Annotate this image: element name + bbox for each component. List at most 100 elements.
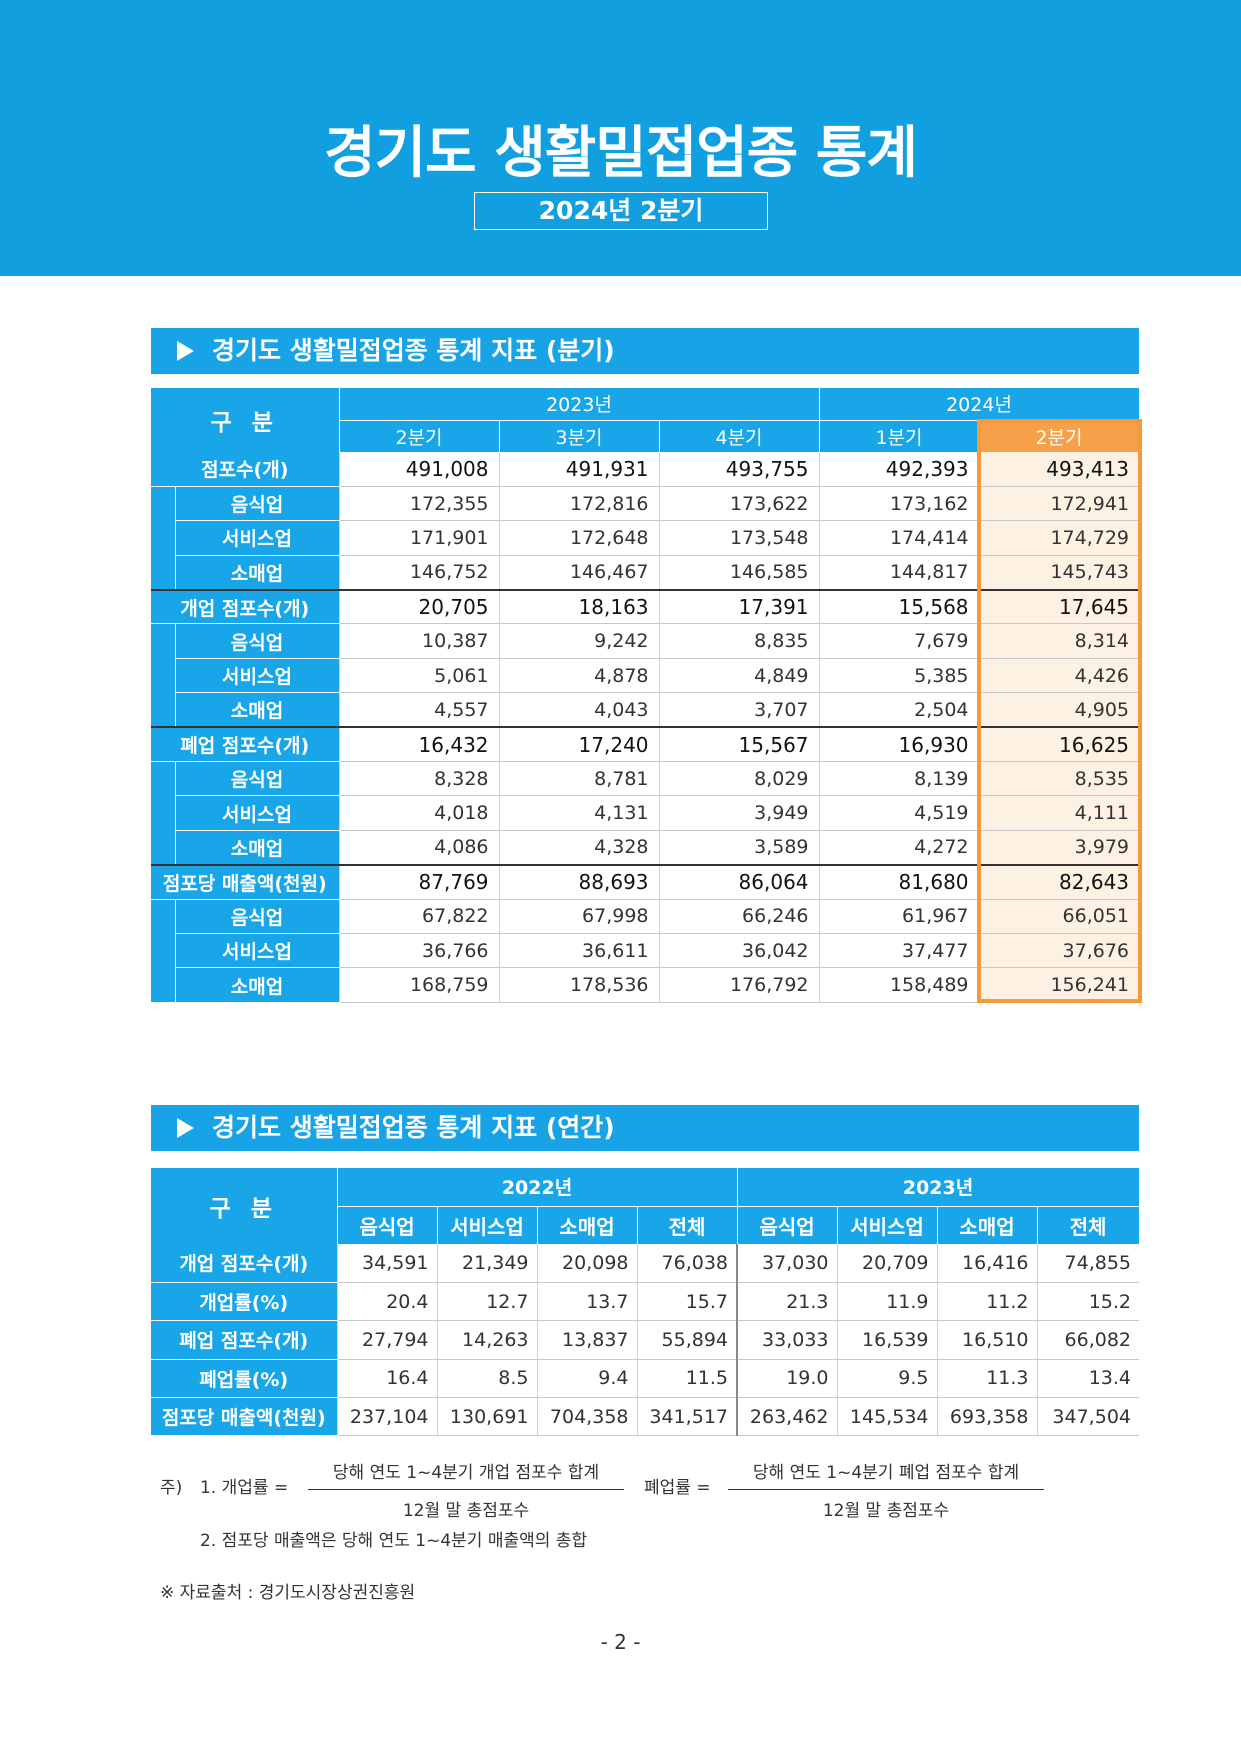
table-cell: 21.3 <box>736 1282 837 1322</box>
table-cell: 174,414 <box>818 520 980 556</box>
table-cell: 8,328 <box>338 761 500 797</box>
quarter-header: 3분기 <box>499 420 660 452</box>
table-cell: 347,504 <box>1036 1397 1139 1437</box>
triangle-icon <box>177 341 194 361</box>
quarter-header: 4분기 <box>659 420 820 452</box>
table-cell: 20,098 <box>536 1244 637 1283</box>
row-indent <box>151 933 176 968</box>
table-cell: 341,517 <box>636 1397 737 1437</box>
table-cell: 27,794 <box>336 1320 437 1360</box>
table-row: 점포수(개) 491,008 491,931 493,755 492,393 493,41… <box>151 452 1140 487</box>
table-cell: 16,510 <box>936 1320 1037 1360</box>
table-cell: 493,413 <box>978 452 1140 487</box>
table-cell: 17,391 <box>658 588 820 625</box>
quarter-header: 1분기 <box>819 420 980 452</box>
triangle-icon <box>177 1118 194 1138</box>
row-indent <box>151 623 176 659</box>
table-cell: 66,082 <box>1036 1320 1139 1360</box>
table-cell: 145,534 <box>836 1397 937 1437</box>
table-cell: 81,680 <box>818 863 980 900</box>
table-cell: 11.3 <box>936 1359 1037 1399</box>
table-cell: 2,504 <box>818 692 980 728</box>
formula-numerator: 당해 연도 1~4분기 개업 점포수 합계 <box>308 1458 624 1490</box>
row-indent <box>151 520 176 556</box>
table-cell: 17,645 <box>978 588 1140 625</box>
table-cell: 74,855 <box>1036 1244 1139 1283</box>
table-cell: 37,030 <box>736 1244 837 1283</box>
row-label: 점포당 매출액(천원) <box>151 1397 337 1437</box>
row-sublabel: 서비스업 <box>175 933 340 969</box>
table-row: 개업률(%) 20.4 12.7 13.7 15.7 21.3 11.9 11.2 15.2 <box>151 1282 1139 1322</box>
table-cell: 176,792 <box>658 967 820 1003</box>
table-cell: 34,591 <box>336 1244 437 1283</box>
table-row: 소매업 168,759 178,536 176,792 158,489 156,241 <box>151 967 1140 1003</box>
row-sublabel: 소매업 <box>175 692 340 728</box>
table-cell: 13,837 <box>536 1320 637 1360</box>
table-cell: 168,759 <box>338 967 500 1003</box>
table-cell: 11.2 <box>936 1282 1037 1322</box>
table-row: 소매업 146,752 146,467 146,585 144,817 145,743 <box>151 555 1140 591</box>
table-cell: 67,998 <box>498 899 660 934</box>
row-sublabel: 음식업 <box>175 761 340 797</box>
table-cell: 3,589 <box>658 830 820 866</box>
row-label: 점포당 매출액(천원) <box>151 863 340 900</box>
table-cell: 171,901 <box>338 520 500 556</box>
row-sublabel: 음식업 <box>175 623 340 659</box>
table-cell: 146,752 <box>338 555 500 591</box>
row-label: 폐업 점포수(개) <box>151 726 340 763</box>
table-cell: 11.5 <box>636 1359 737 1399</box>
quarterly-section-header: 경기도 생활밀접업종 통계 지표 (분기) <box>151 328 1139 374</box>
table-cell: 3,979 <box>978 830 1140 866</box>
table-row: 음식업 10,387 9,242 8,835 7,679 8,314 <box>151 623 1140 659</box>
table-cell: 4,328 <box>498 830 660 866</box>
column-header: 서비스업 <box>837 1206 938 1244</box>
row-indent <box>151 899 176 934</box>
table-cell: 4,849 <box>658 658 820 694</box>
table-row: 폐업률(%) 16.4 8.5 9.4 11.5 19.0 9.5 11.3 13.4 <box>151 1359 1139 1399</box>
quarterly-section-title: 경기도 생활밀접업종 통계 지표 (분기) <box>212 336 615 365</box>
table-cell: 9,242 <box>498 623 660 659</box>
table-cell: 4,426 <box>978 658 1140 694</box>
table-cell: 20.4 <box>336 1282 437 1322</box>
note-open-rate-label: 1. 개업률 = <box>200 1478 289 1498</box>
table-row: 서비스업 4,018 4,131 3,949 4,519 4,111 <box>151 795 1140 831</box>
table-cell: 16,432 <box>338 726 500 763</box>
table-cell: 8,535 <box>978 761 1140 797</box>
table-cell: 130,691 <box>436 1397 537 1437</box>
year-header: 2023년 <box>339 388 820 421</box>
table-cell: 693,358 <box>936 1397 1037 1437</box>
table-cell: 33,033 <box>736 1320 837 1360</box>
column-header: 전체 <box>637 1206 738 1244</box>
row-sublabel: 소매업 <box>175 830 340 866</box>
page-title: 경기도 생활밀접업종 통계 <box>324 121 918 186</box>
table-cell: 8,139 <box>818 761 980 797</box>
row-sublabel: 서비스업 <box>175 795 340 831</box>
row-sublabel: 음식업 <box>175 899 340 934</box>
table-cell: 9.4 <box>536 1359 637 1399</box>
table-cell: 158,489 <box>818 967 980 1003</box>
table-cell: 67,822 <box>338 899 500 934</box>
table-cell: 37,477 <box>818 933 980 969</box>
table-cell: 172,816 <box>498 486 660 522</box>
table-cell: 9.5 <box>836 1359 937 1399</box>
table-cell: 16,930 <box>818 726 980 763</box>
table-row: 개업 점포수(개) 20,705 18,163 17,391 15,568 17,645 <box>151 588 1140 625</box>
table-cell: 13.7 <box>536 1282 637 1322</box>
table-cell: 8,029 <box>658 761 820 797</box>
table-cell: 61,967 <box>818 899 980 934</box>
table-cell: 144,817 <box>818 555 980 591</box>
table-cell: 156,241 <box>978 967 1140 1003</box>
header-banner: 경기도 생활밀접업종 통계 2024년 2분기 <box>0 0 1241 276</box>
table-cell: 172,648 <box>498 520 660 556</box>
table-cell: 19.0 <box>736 1359 837 1399</box>
table-cell: 13.4 <box>1036 1359 1139 1399</box>
table-cell: 15,567 <box>658 726 820 763</box>
table-cell: 5,385 <box>818 658 980 694</box>
table-cell: 55,894 <box>636 1320 737 1360</box>
row-indent <box>151 692 176 728</box>
row-sublabel: 소매업 <box>175 967 340 1003</box>
table-row: 서비스업 171,901 172,648 173,548 174,414 174,729 <box>151 520 1140 556</box>
table-cell: 146,467 <box>498 555 660 591</box>
row-label: 개업 점포수(개) <box>151 588 340 625</box>
table-row: 음식업 8,328 8,781 8,029 8,139 8,535 <box>151 761 1140 797</box>
